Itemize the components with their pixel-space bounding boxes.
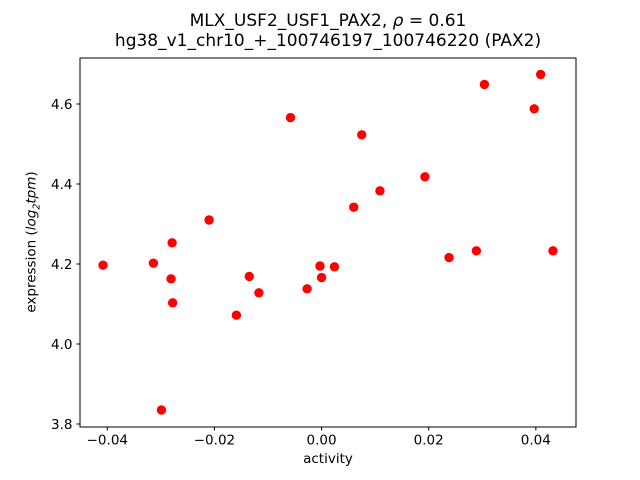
y-axis-label-tpm: tpm <box>23 176 40 204</box>
axes-frame <box>79 57 577 428</box>
data-point <box>254 288 264 298</box>
data-point <box>316 272 327 283</box>
y-axis-label-subscript: 2 <box>31 203 43 210</box>
y-tick-label: 4.2 <box>51 257 72 273</box>
data-point <box>204 215 214 225</box>
data-point <box>375 186 385 196</box>
y-axis-label-close: ) <box>23 171 40 177</box>
x-tick-label: −0.02 <box>194 433 235 449</box>
data-point <box>471 246 482 256</box>
data-point <box>302 284 312 294</box>
rho-symbol: ρ <box>392 11 404 31</box>
data-point <box>444 252 454 263</box>
y-tick-label: 4.0 <box>51 337 72 353</box>
data-point <box>315 261 325 271</box>
data-point <box>166 274 176 284</box>
data-point <box>420 172 430 182</box>
y-tick-label: 4.6 <box>51 97 72 113</box>
data-point <box>148 258 159 268</box>
data-point <box>167 298 178 308</box>
data-point <box>329 262 340 272</box>
data-point <box>548 246 558 256</box>
data-point <box>357 130 367 140</box>
axis-tick-marks <box>76 103 537 431</box>
data-point <box>244 271 254 282</box>
data-point <box>535 69 546 80</box>
data-point <box>479 79 490 90</box>
y-axis-label-prefix: expression ( <box>23 230 40 313</box>
data-point <box>349 202 359 212</box>
chart-title-line1: MLX_USF2_USF1_PAX2, ρ = 0.61 <box>190 11 467 31</box>
y-axis-label: expression (log2tpm) <box>24 171 43 312</box>
x-tick-label: 0.02 <box>414 433 444 449</box>
data-point <box>167 238 177 248</box>
data-point <box>529 104 539 114</box>
chart-title-text: MLX_USF2_USF1_PAX2, <box>189 11 393 31</box>
data-point <box>285 112 296 123</box>
data-point <box>231 310 242 320</box>
chart-title-line2: hg38_v1_chr10_+_100746197_100746220 (PAX… <box>114 31 542 51</box>
x-tick-label: 0.00 <box>307 433 337 449</box>
data-point <box>156 405 167 415</box>
axis-tick-labels: −0.04 −0.02 0.00 0.02 0.04 3.8 4.0 4.2 4.4 4.6 <box>51 97 551 449</box>
rho-value: = 0.61 <box>403 11 467 31</box>
y-tick-label: 4.4 <box>51 177 72 193</box>
x-tick-label: 0.04 <box>521 433 551 449</box>
x-tick-label: −0.04 <box>87 433 128 449</box>
x-axis-label: activity <box>303 451 353 467</box>
scatter-points <box>98 69 558 415</box>
y-tick-label: 3.8 <box>51 417 72 433</box>
data-point <box>98 260 108 270</box>
y-axis-label-log: log <box>23 209 40 231</box>
